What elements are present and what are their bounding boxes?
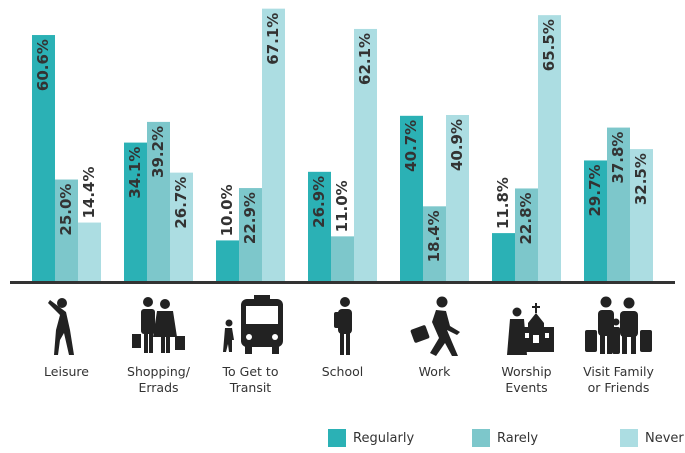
- value-label: 67.1%: [264, 13, 282, 65]
- value-label: 60.6%: [34, 39, 52, 91]
- icon-worship: [507, 303, 554, 355]
- legend-label: Never: [645, 430, 684, 446]
- icon-family: [585, 296, 652, 354]
- icon-work: [410, 296, 460, 356]
- value-label: 22.9%: [241, 192, 259, 244]
- bar: [354, 28, 377, 282]
- value-label: 14.4%: [80, 167, 98, 219]
- bar: [538, 15, 561, 281]
- value-label: 26.7%: [172, 177, 190, 229]
- legend-swatch: [472, 429, 490, 447]
- bar: [32, 35, 55, 281]
- x-tick-label: Worship Events: [501, 364, 552, 395]
- bar: [607, 127, 630, 281]
- icon-school: [334, 297, 352, 355]
- legend-swatch: [620, 429, 638, 447]
- x-tick-label: School: [321, 364, 364, 379]
- value-label: 39.2%: [149, 126, 167, 178]
- value-label: 18.4%: [425, 210, 443, 262]
- x-tick-label: Leisure: [44, 364, 89, 379]
- x-tick-label: Work: [418, 364, 451, 379]
- x-tick-label: Shopping/ Errads: [127, 364, 190, 395]
- icon-shopping: [132, 297, 185, 353]
- bar: [515, 188, 538, 281]
- bar: [147, 121, 170, 281]
- legend-swatch: [328, 429, 346, 447]
- legend-item: Rarely: [472, 428, 538, 448]
- bar: [55, 179, 78, 281]
- value-label: 10.0%: [218, 184, 236, 236]
- value-label: 40.7%: [402, 120, 420, 172]
- x-tick-label: Visit Family or Friends: [583, 364, 654, 395]
- legend-item: Regularly: [328, 428, 414, 448]
- value-label: 62.1%: [356, 33, 374, 85]
- value-label: 29.7%: [586, 164, 604, 216]
- bar: [446, 114, 469, 282]
- bar: [262, 8, 285, 281]
- value-label: 34.1%: [126, 147, 144, 199]
- value-label: 11.8%: [494, 177, 512, 229]
- bar: [423, 206, 446, 281]
- value-label: 26.9%: [310, 176, 328, 228]
- value-label: 11.0%: [333, 180, 351, 232]
- bar: [170, 172, 193, 281]
- bar: [584, 160, 607, 281]
- icon-transit: [223, 295, 283, 354]
- value-label: 32.5%: [632, 153, 650, 205]
- bar: [331, 236, 354, 281]
- bar: [216, 240, 239, 281]
- bar: [78, 222, 101, 281]
- bar: [492, 233, 515, 281]
- x-tick-label: To Get to Transit: [222, 364, 279, 395]
- value-label: 22.8%: [517, 192, 535, 244]
- bar: [308, 171, 331, 281]
- legend-label: Rarely: [497, 430, 539, 446]
- icons: [48, 295, 652, 356]
- bar: [400, 115, 423, 282]
- legend-item: Never: [620, 428, 684, 448]
- value-label: 40.9%: [448, 119, 466, 171]
- legend-label: Regularly: [353, 430, 415, 446]
- value-label: 65.5%: [540, 19, 558, 71]
- value-label: 25.0%: [57, 184, 75, 236]
- bar: [239, 188, 262, 281]
- bar: [630, 149, 653, 281]
- value-label: 37.8%: [609, 132, 627, 184]
- bar: [124, 142, 147, 281]
- icon-leisure: [48, 298, 74, 355]
